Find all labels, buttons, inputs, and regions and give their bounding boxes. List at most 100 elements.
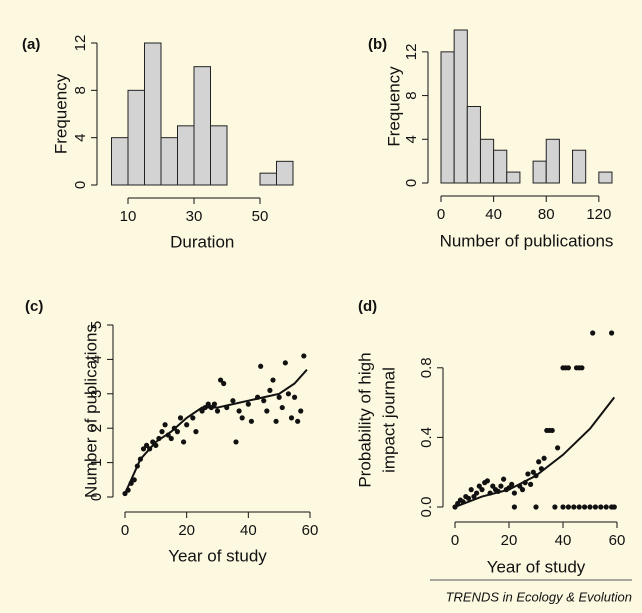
y-tick-label: 0.4 <box>418 427 435 448</box>
y-tick-label: 3 <box>88 390 105 398</box>
data-point <box>576 504 582 510</box>
x-tick-label: 50 <box>252 208 269 225</box>
x-tick-label: 120 <box>586 206 611 223</box>
data-point <box>609 330 615 336</box>
panel-label: (c) <box>25 298 43 315</box>
data-point <box>184 422 190 428</box>
data-point <box>295 418 301 424</box>
data-point <box>560 504 566 510</box>
y-axis-label: Frequency <box>384 66 403 147</box>
y-tick-label: 1 <box>88 458 105 466</box>
data-point <box>159 429 165 435</box>
data-point <box>177 415 184 421</box>
data-point <box>180 439 187 445</box>
data-point <box>587 504 593 510</box>
histogram-bar <box>453 29 468 184</box>
data-point <box>199 408 205 414</box>
data-point <box>565 365 572 371</box>
y-tick-label: 8 <box>403 91 420 99</box>
data-point <box>270 377 276 383</box>
x-tick-label: 80 <box>538 206 555 223</box>
y-tick-label: 0.8 <box>418 357 435 378</box>
y-axis-label: Probability of high <box>355 352 374 487</box>
histogram-bar <box>493 149 508 184</box>
data-point <box>582 504 588 510</box>
histogram-bar <box>466 106 481 184</box>
y-tick-label: 4 <box>88 355 105 363</box>
x-tick-label: 10 <box>120 208 137 225</box>
x-tick-label: 20 <box>178 522 195 539</box>
data-point <box>258 363 264 369</box>
x-tick-label: 20 <box>501 532 518 549</box>
data-point <box>264 408 270 414</box>
histogram-bar <box>545 138 560 184</box>
panel-label: (b) <box>368 36 387 53</box>
data-point <box>611 504 617 510</box>
data-point <box>230 398 236 404</box>
histogram-bar <box>193 66 211 186</box>
data-point <box>555 445 561 451</box>
data-point <box>214 408 221 414</box>
data-point <box>217 377 224 383</box>
histogram-bar <box>127 89 145 186</box>
histogram-bar <box>440 51 455 184</box>
y-tick-label: 0 <box>403 179 420 187</box>
fit-line <box>454 396 616 508</box>
data-point <box>267 387 273 393</box>
data-point <box>143 442 150 448</box>
x-axis-label: Year of study <box>487 557 586 576</box>
data-point <box>174 429 181 435</box>
data-point <box>279 404 285 411</box>
histogram-bar <box>210 125 228 186</box>
x-tick-label: 40 <box>485 206 502 223</box>
fit-line <box>124 369 308 494</box>
data-point <box>549 427 555 434</box>
histogram-bar <box>111 137 129 186</box>
footer: TRENDS in Ecology & Evolution <box>446 589 632 604</box>
data-point <box>579 365 585 371</box>
y-tick-label: 8 <box>72 86 89 94</box>
y-tick-label: 4 <box>72 133 89 141</box>
x-tick-label: 40 <box>555 532 572 549</box>
x-tick-label: 60 <box>302 522 319 539</box>
y-tick-label: 12 <box>72 35 89 52</box>
y-tick-label: 0.0 <box>418 497 435 518</box>
data-point <box>205 401 211 407</box>
data-point <box>233 439 239 445</box>
data-point <box>301 353 307 359</box>
data-point <box>479 487 485 493</box>
data-point <box>603 504 609 510</box>
data-point <box>498 483 504 489</box>
data-point <box>533 504 539 510</box>
data-point <box>193 429 199 435</box>
y-tick-label: 2 <box>88 424 105 432</box>
data-point <box>291 394 298 400</box>
data-point <box>190 415 196 421</box>
data-point <box>211 401 218 407</box>
data-point <box>276 394 282 400</box>
histogram-bar <box>160 137 178 186</box>
data-point <box>298 408 304 414</box>
y-tick-label: 12 <box>403 44 420 61</box>
x-axis-label: Year of study <box>168 546 267 565</box>
data-point <box>236 408 242 414</box>
data-point <box>239 415 245 421</box>
y-tick-label: 5 <box>88 321 105 329</box>
panel-label: (a) <box>22 36 40 53</box>
data-point <box>285 391 292 397</box>
histogram-bar <box>479 138 495 184</box>
data-point <box>221 380 227 387</box>
data-point <box>552 504 558 510</box>
histogram-bar <box>598 171 613 184</box>
x-tick-label: 40 <box>240 522 257 539</box>
data-point <box>571 504 577 510</box>
panel-label: (d) <box>358 298 377 315</box>
data-point <box>598 504 604 510</box>
data-point <box>525 471 531 477</box>
data-point <box>288 415 295 421</box>
y-axis-label: impact journal <box>379 367 398 473</box>
data-point <box>162 422 168 428</box>
data-point <box>511 504 517 510</box>
data-point <box>273 418 279 424</box>
